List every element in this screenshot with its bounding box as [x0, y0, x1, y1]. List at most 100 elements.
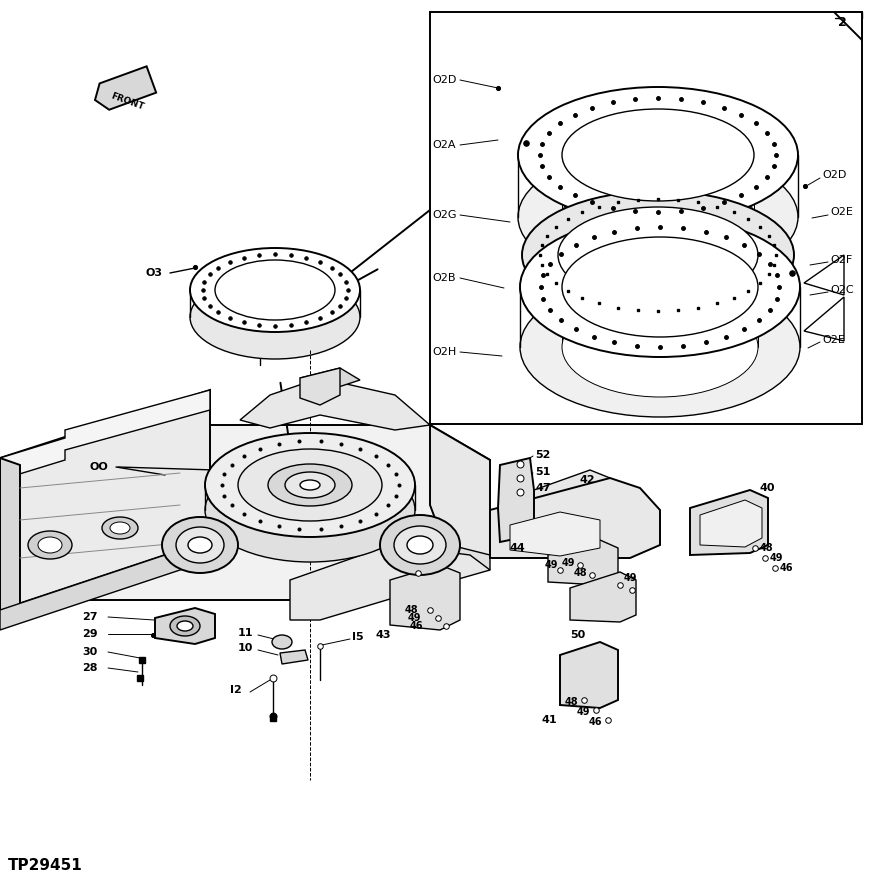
Text: 41: 41 — [542, 715, 558, 725]
Ellipse shape — [518, 87, 798, 223]
Ellipse shape — [205, 433, 415, 537]
Ellipse shape — [238, 449, 382, 521]
Text: 48: 48 — [405, 605, 419, 615]
Polygon shape — [430, 425, 490, 560]
Text: O2F: O2F — [830, 255, 852, 265]
Text: O2G: O2G — [432, 210, 457, 220]
Ellipse shape — [522, 191, 794, 319]
Ellipse shape — [28, 531, 72, 559]
Polygon shape — [0, 390, 210, 610]
Polygon shape — [560, 642, 618, 708]
Polygon shape — [290, 545, 490, 620]
Text: 50: 50 — [570, 630, 585, 640]
Text: 48: 48 — [574, 568, 588, 578]
Ellipse shape — [38, 537, 62, 553]
Text: 40: 40 — [760, 483, 775, 493]
Text: 27: 27 — [82, 612, 98, 622]
Polygon shape — [490, 478, 660, 558]
Text: 2: 2 — [838, 15, 847, 28]
Polygon shape — [570, 572, 636, 622]
Text: 46: 46 — [410, 621, 423, 631]
Text: 10: 10 — [238, 643, 253, 653]
Text: 49: 49 — [577, 707, 590, 717]
Polygon shape — [498, 458, 534, 542]
Ellipse shape — [558, 207, 758, 303]
Polygon shape — [95, 67, 156, 109]
Bar — [430, 12, 862, 424]
Polygon shape — [300, 368, 360, 393]
Text: 48: 48 — [760, 543, 774, 553]
Ellipse shape — [520, 277, 800, 417]
Text: O2H: O2H — [432, 347, 456, 357]
Text: 28: 28 — [82, 663, 98, 673]
Ellipse shape — [177, 621, 193, 631]
Text: 49: 49 — [770, 553, 783, 563]
Ellipse shape — [518, 149, 798, 285]
Ellipse shape — [285, 472, 335, 498]
Text: 46: 46 — [780, 563, 794, 573]
Polygon shape — [0, 458, 20, 620]
Ellipse shape — [272, 635, 292, 649]
Polygon shape — [0, 390, 210, 480]
Polygon shape — [804, 297, 844, 341]
Text: 49: 49 — [407, 613, 421, 623]
Ellipse shape — [268, 464, 352, 506]
Ellipse shape — [188, 537, 212, 553]
Ellipse shape — [300, 480, 320, 490]
Polygon shape — [280, 650, 308, 664]
Ellipse shape — [102, 517, 138, 539]
Text: 52: 52 — [535, 450, 550, 460]
Text: 29: 29 — [82, 629, 98, 639]
Polygon shape — [804, 255, 844, 295]
Text: O2C: O2C — [830, 285, 854, 295]
Ellipse shape — [190, 275, 360, 359]
Ellipse shape — [562, 171, 754, 263]
Polygon shape — [155, 608, 215, 644]
Ellipse shape — [110, 522, 130, 534]
Ellipse shape — [176, 527, 224, 563]
Text: 42: 42 — [580, 475, 596, 485]
Ellipse shape — [562, 109, 754, 201]
Text: 44: 44 — [510, 543, 525, 553]
Ellipse shape — [562, 237, 758, 337]
Polygon shape — [300, 368, 340, 405]
Ellipse shape — [190, 248, 360, 332]
Ellipse shape — [170, 616, 200, 636]
Text: 47: 47 — [535, 483, 551, 493]
Text: O3: O3 — [145, 268, 162, 278]
Text: O2D: O2D — [432, 75, 457, 85]
Text: 51: 51 — [535, 467, 550, 477]
Polygon shape — [534, 470, 610, 530]
Text: 48: 48 — [565, 697, 579, 707]
Ellipse shape — [162, 517, 238, 573]
Text: O2E: O2E — [830, 207, 853, 217]
Text: O2B: O2B — [432, 273, 456, 283]
Polygon shape — [0, 490, 60, 620]
Polygon shape — [690, 490, 768, 555]
Text: FRONT: FRONT — [109, 92, 145, 112]
Polygon shape — [40, 425, 490, 600]
Text: 49: 49 — [624, 573, 637, 583]
Ellipse shape — [407, 536, 433, 554]
Text: TP29451: TP29451 — [8, 857, 83, 872]
Polygon shape — [510, 512, 600, 556]
Ellipse shape — [394, 526, 446, 564]
Text: 46: 46 — [589, 717, 603, 727]
Polygon shape — [834, 12, 862, 40]
Ellipse shape — [205, 458, 415, 562]
Polygon shape — [700, 500, 762, 547]
Text: 11: 11 — [238, 628, 253, 638]
Polygon shape — [548, 540, 618, 585]
Text: I2: I2 — [230, 685, 242, 695]
Text: I5: I5 — [352, 632, 363, 642]
Text: O2A: O2A — [432, 140, 456, 150]
Text: O2D: O2D — [822, 170, 847, 180]
Ellipse shape — [215, 260, 335, 320]
Ellipse shape — [562, 297, 758, 397]
Text: OO: OO — [90, 462, 109, 472]
Text: 43: 43 — [375, 630, 391, 640]
Polygon shape — [0, 540, 210, 630]
Text: 30: 30 — [82, 647, 98, 657]
Ellipse shape — [380, 515, 460, 575]
Ellipse shape — [520, 217, 800, 357]
